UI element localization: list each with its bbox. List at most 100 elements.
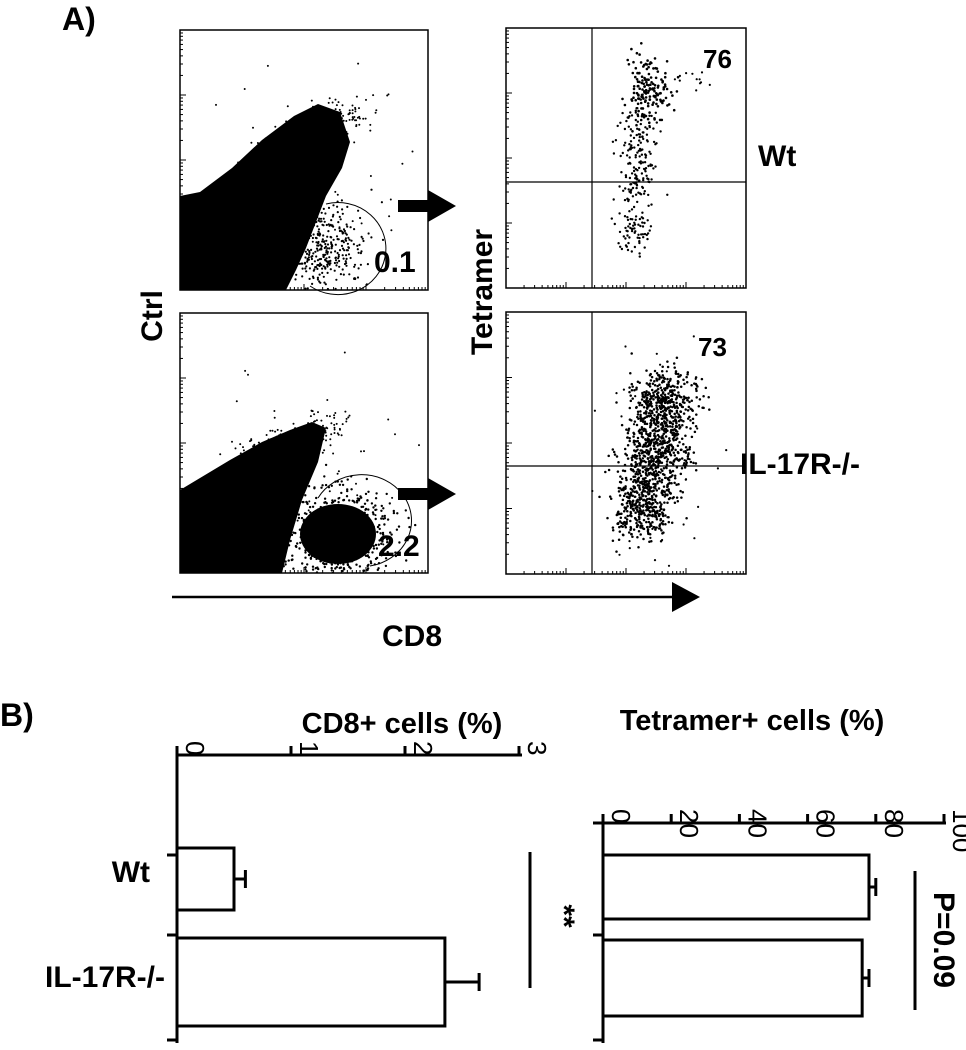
genotype-label-il17r: IL-17R-/-: [740, 448, 860, 481]
event-dot: [328, 547, 332, 550]
event-dot: [625, 518, 629, 521]
event-dot: [639, 508, 642, 512]
event-dot: [355, 499, 359, 503]
event-dot: [654, 477, 657, 480]
event-dot: [657, 487, 661, 490]
event-dot: [667, 497, 671, 501]
event-dot: [298, 151, 301, 154]
event-dot: [291, 458, 294, 461]
event-dot: [355, 536, 358, 539]
event-dot: [627, 427, 631, 431]
event-dot: [345, 417, 348, 420]
event-dot: [645, 67, 649, 71]
event-dot: [311, 554, 314, 557]
event-dot: [358, 243, 361, 246]
event-dot: [345, 264, 348, 267]
event-dot: [366, 543, 369, 546]
event-dot: [694, 462, 698, 465]
event-dot: [257, 250, 260, 253]
event-dot: [652, 391, 655, 394]
event-dot: [316, 553, 319, 557]
event-dot: [648, 525, 651, 529]
event-dot: [642, 459, 646, 463]
event-dot: [648, 124, 651, 128]
event-dot: [321, 238, 324, 241]
event-dot: [633, 223, 637, 226]
event-dot: [333, 499, 337, 502]
event-dot: [629, 146, 632, 149]
event-dot: [641, 217, 645, 220]
event-dot: [268, 455, 271, 458]
event-dot: [281, 148, 284, 151]
event-dot: [664, 396, 668, 399]
axis-ticks: [179, 315, 426, 574]
event-dot: [619, 245, 622, 248]
event-dot: [304, 566, 307, 569]
event-dot: [307, 509, 310, 512]
event-dot: [621, 111, 624, 115]
event-dot: [629, 140, 633, 143]
event-dot: [266, 486, 268, 489]
event-dot: [644, 441, 648, 445]
event-dot: [663, 412, 666, 415]
axis-ticks: [505, 314, 744, 575]
event-dot: [634, 98, 637, 102]
event-dot: [658, 375, 661, 379]
event-dot: [334, 412, 337, 414]
event-dot: [327, 206, 331, 209]
event-dot: [657, 449, 661, 452]
event-dot: [643, 420, 647, 423]
event-dot: [672, 108, 676, 112]
event-dot: [670, 444, 673, 447]
value-tick-label: 0: [180, 741, 210, 755]
event-dot: [640, 491, 644, 494]
event-dot: [637, 128, 641, 131]
event-dot: [638, 133, 642, 136]
event-dot: [637, 476, 641, 480]
event-dot: [334, 554, 337, 557]
event-dot: [629, 189, 632, 193]
event-dot: [325, 439, 327, 442]
event-dot: [643, 455, 647, 458]
event-dot: [300, 253, 304, 256]
event-dot: [633, 245, 637, 249]
event-dot: [316, 534, 319, 537]
event-dot: [618, 212, 621, 215]
event-dot: [374, 557, 378, 561]
event-dot: [662, 405, 665, 408]
event-dot: [651, 456, 654, 460]
event-dot: [673, 474, 677, 478]
event-dot: [293, 450, 296, 453]
event-dot: [632, 435, 635, 438]
event-dot: [313, 116, 316, 119]
event-dot: [636, 479, 640, 482]
event-dot: [681, 405, 685, 409]
event-dot: [632, 439, 636, 443]
event-dot: [335, 526, 338, 529]
event-dot: [360, 541, 363, 544]
event-dot: [273, 410, 276, 412]
event-dot: [337, 221, 340, 224]
event-dot: [264, 150, 267, 153]
event-dot: [633, 146, 636, 149]
event-dot: [660, 468, 663, 471]
event-dot: [632, 432, 636, 436]
event-dot: [640, 449, 643, 452]
event-dot: [625, 154, 629, 157]
scatter-dots: [203, 351, 420, 573]
event-dot: [665, 493, 669, 497]
event-dot: [641, 391, 644, 395]
event-dot: [323, 559, 327, 563]
event-dot: [308, 277, 311, 280]
event-dot: [381, 238, 385, 241]
event-dot: [256, 153, 259, 156]
event-dot: [626, 514, 629, 518]
event-dot: [665, 488, 669, 492]
event-dot: [654, 165, 657, 168]
event-dot: [725, 449, 728, 452]
event-dot: [276, 458, 279, 461]
event-dot: [390, 533, 393, 536]
event-dot: [647, 89, 650, 93]
event-dot: [379, 532, 382, 535]
